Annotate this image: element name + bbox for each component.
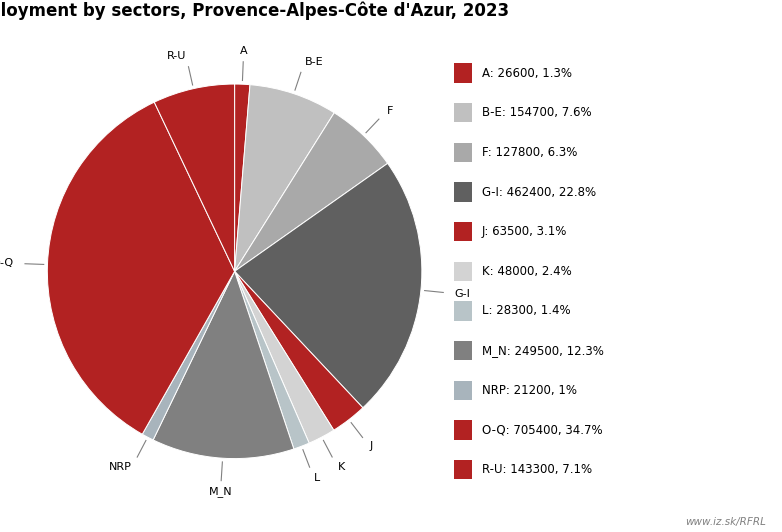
Text: O-Q: O-Q	[0, 259, 14, 268]
Wedge shape	[48, 102, 235, 434]
Wedge shape	[235, 84, 250, 271]
Text: A: A	[240, 46, 248, 55]
Wedge shape	[142, 271, 235, 440]
Title: Employment by sectors, Provence-Alpes-Côte d'Azur, 2023: Employment by sectors, Provence-Alpes-Cô…	[0, 2, 509, 20]
Wedge shape	[235, 113, 388, 271]
Bar	[454, 262, 472, 281]
Wedge shape	[154, 84, 235, 271]
Text: J: 63500, 3.1%: J: 63500, 3.1%	[482, 225, 567, 238]
Bar	[454, 420, 472, 439]
Text: O-Q: 705400, 34.7%: O-Q: 705400, 34.7%	[482, 423, 602, 436]
Text: A: 26600, 1.3%: A: 26600, 1.3%	[482, 66, 572, 79]
Text: G-I: 462400, 22.8%: G-I: 462400, 22.8%	[482, 186, 596, 198]
Text: R-U: R-U	[167, 51, 186, 61]
Bar	[454, 182, 472, 202]
Text: NRP: NRP	[109, 462, 132, 472]
Wedge shape	[235, 163, 421, 408]
Text: K: 48000, 2.4%: K: 48000, 2.4%	[482, 265, 572, 278]
Wedge shape	[235, 271, 363, 430]
Bar	[454, 381, 472, 400]
Bar	[454, 302, 472, 321]
Text: R-U: 143300, 7.1%: R-U: 143300, 7.1%	[482, 463, 592, 476]
Bar	[454, 103, 472, 122]
Bar	[454, 460, 472, 479]
Text: F: F	[386, 106, 393, 116]
Bar	[454, 63, 472, 82]
Text: K: K	[337, 462, 345, 472]
Text: NRP: 21200, 1%: NRP: 21200, 1%	[482, 384, 576, 397]
Bar	[454, 222, 472, 241]
Wedge shape	[235, 85, 334, 271]
Text: B-E: 154700, 7.6%: B-E: 154700, 7.6%	[482, 106, 591, 119]
Wedge shape	[235, 271, 309, 449]
Wedge shape	[235, 271, 334, 443]
Text: L: L	[314, 472, 320, 483]
Text: B-E: B-E	[304, 57, 323, 66]
Text: L: 28300, 1.4%: L: 28300, 1.4%	[482, 304, 570, 318]
Wedge shape	[153, 271, 294, 459]
Text: J: J	[369, 442, 373, 451]
Text: www.iz.sk/RFRL: www.iz.sk/RFRL	[686, 517, 766, 527]
Text: M_N: 249500, 12.3%: M_N: 249500, 12.3%	[482, 344, 604, 357]
Text: M_N: M_N	[209, 486, 232, 497]
Text: G-I: G-I	[454, 288, 470, 298]
Bar	[454, 143, 472, 162]
Text: F: 127800, 6.3%: F: 127800, 6.3%	[482, 146, 577, 159]
Bar	[454, 341, 472, 360]
